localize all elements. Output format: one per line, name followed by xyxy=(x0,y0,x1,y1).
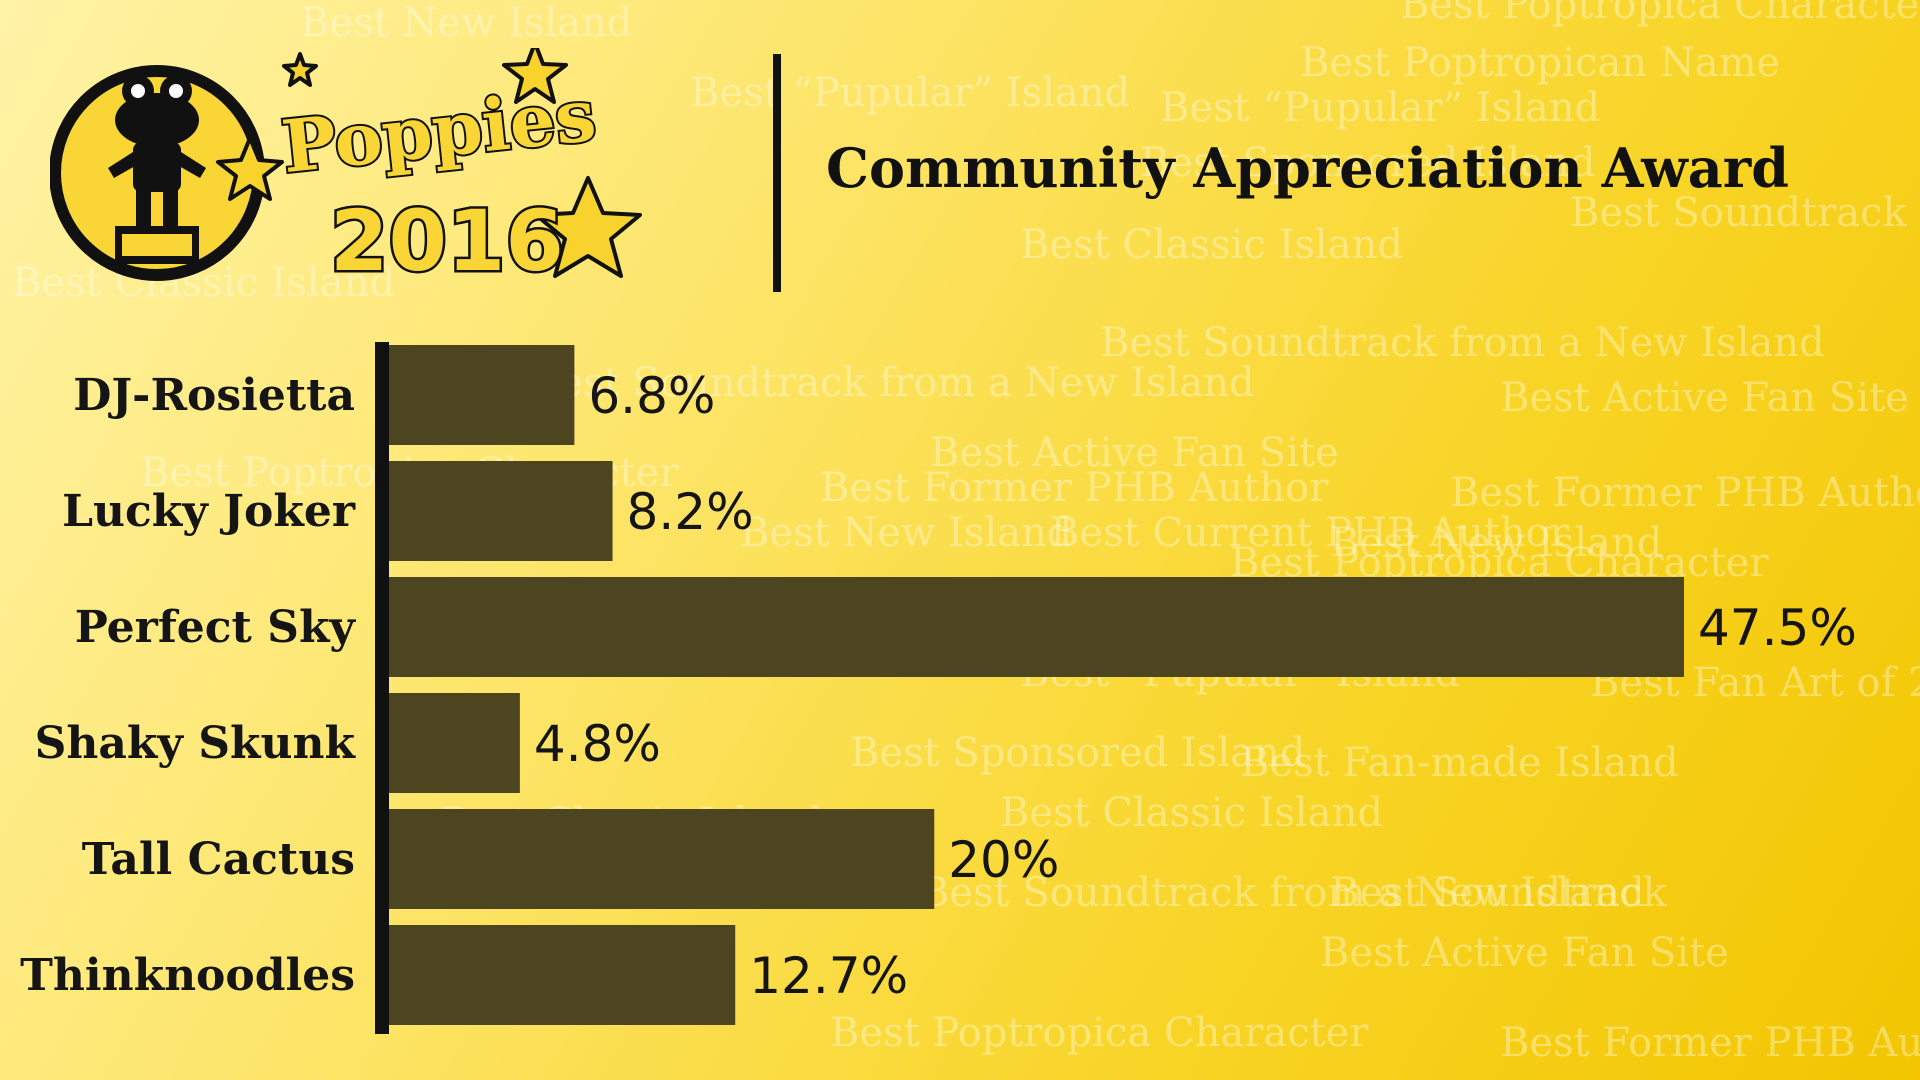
poppies-wordmark: Poppies xyxy=(278,72,600,189)
category-label: Thinknoodles xyxy=(20,950,355,1001)
background-phrase: Best New Island xyxy=(300,0,633,46)
background-phrase: Best Poptropican Name xyxy=(1300,40,1781,86)
category-label: Shaky Skunk xyxy=(35,718,357,769)
value-label: 47.5% xyxy=(1698,599,1857,657)
background-phrase: Best New Island xyxy=(1330,520,1663,566)
bar xyxy=(389,809,935,909)
background-phrase: Best Classic Island xyxy=(1000,790,1383,836)
bar xyxy=(389,577,1684,677)
poppies-2016-logo: Poppies 2016 xyxy=(50,48,642,293)
background-phrase: Best Soundtrack from a New Island xyxy=(920,870,1645,916)
bar xyxy=(389,461,613,561)
background-phrase: Best Soundtrack xyxy=(1330,870,1667,916)
category-label: Tall Cactus xyxy=(82,834,355,885)
background-phrase: Best New Island xyxy=(740,510,1073,556)
background-phrase: Best Poptropica Character xyxy=(830,1010,1369,1056)
category-label: Perfect Sky xyxy=(75,602,357,653)
value-label: 12.7% xyxy=(749,947,908,1005)
bar xyxy=(389,345,575,445)
frog-silhouette xyxy=(108,75,206,264)
background-phrase: Best Soundtrack from a New Island xyxy=(1100,320,1825,366)
bar xyxy=(389,693,520,793)
value-label: 20% xyxy=(948,831,1059,889)
background-phrase: Best Current PHB Author xyxy=(1050,510,1569,556)
title-divider xyxy=(773,54,781,292)
value-label: 6.8% xyxy=(588,367,715,425)
star-icon xyxy=(216,48,642,278)
bar-chart: DJ-Rosietta 6.8% Lucky Joker 8.2% Perfect Sk… xyxy=(20,342,1857,1034)
background-phrase: Best Sponsored Island xyxy=(1140,140,1596,186)
value-label: 4.8% xyxy=(534,715,661,773)
background-phrase: Best Former PHB Author xyxy=(1500,1020,1920,1066)
bar xyxy=(389,925,736,1025)
background-phrase: Best “Pupular” Island xyxy=(690,70,1131,116)
background-phrase: Best Fan-made Island xyxy=(1240,740,1679,786)
frog-eyes xyxy=(131,84,183,98)
background-phrase: Best Former PHB Author xyxy=(1450,470,1920,516)
background-phrase: Best Classic Island xyxy=(1020,222,1403,268)
category-label: DJ-Rosietta xyxy=(73,370,355,421)
award-title: Community Appreciation Award xyxy=(826,136,1789,200)
background-phrase: Best Active Fan Site xyxy=(1500,375,1909,421)
year-wordmark: 2016 xyxy=(330,192,564,290)
background-phrase: Best Poptropica Character xyxy=(1400,0,1920,28)
background-phrase: Best “Pupular” Island xyxy=(1160,85,1601,131)
value-label: 8.2% xyxy=(627,483,754,541)
background-phrase: Best Sponsored Island xyxy=(850,730,1306,776)
background-phrase: Best Soundtrack from a New Island xyxy=(530,360,1255,406)
background-phrase: Best Soundtrack xyxy=(1570,190,1907,236)
background-phrase: Best Former PHB Author xyxy=(820,465,1329,511)
background-phrase: Best Active Fan Site xyxy=(930,430,1339,476)
y-axis-line xyxy=(375,342,389,1034)
category-label: Lucky Joker xyxy=(62,486,356,537)
background-phrase: Best Active Fan Site xyxy=(1320,930,1729,976)
